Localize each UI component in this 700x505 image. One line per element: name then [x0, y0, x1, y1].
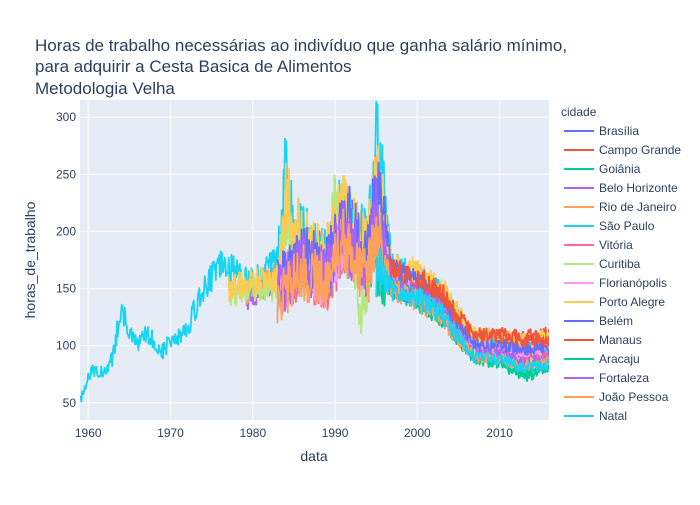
- x-axis-title: data: [300, 448, 327, 464]
- legend-label: Goiânia: [599, 162, 641, 176]
- series-line: [375, 248, 549, 374]
- legend-label: João Pessoa: [599, 390, 669, 404]
- legend-label: Campo Grande: [599, 143, 681, 157]
- x-tick-label: 1970: [157, 426, 184, 440]
- legend-item[interactable]: Manaus: [564, 333, 642, 347]
- y-tick-label: 150: [56, 282, 76, 296]
- legend-label: Brasília: [599, 124, 639, 138]
- legend-label: Manaus: [599, 333, 642, 347]
- x-tick-label: 2010: [486, 426, 513, 440]
- x-tick-label: 1990: [322, 426, 349, 440]
- legend-item[interactable]: Aracaju: [564, 352, 640, 366]
- y-tick-label: 250: [56, 167, 76, 181]
- legend-label: Porto Alegre: [599, 295, 665, 309]
- chart-title: Horas de trabalho necessárias ao indivíd…: [35, 36, 567, 98]
- legend-label: Fortaleza: [599, 371, 649, 385]
- legend-item[interactable]: Campo Grande: [564, 143, 681, 157]
- legend-item[interactable]: Florianópolis: [564, 276, 667, 290]
- legend-items: Brasília Campo Grande Goiânia Belo Horizont…: [564, 124, 681, 423]
- y-axis-ticks: 50 100 150 200 250 300: [56, 110, 76, 410]
- y-axis-title: horas_de_trabalho: [22, 201, 38, 318]
- legend-label: Rio de Janeiro: [599, 200, 677, 214]
- chart-title-line-2: para adquirir a Cesta Basica de Alimento…: [35, 57, 352, 76]
- legend-label: Aracaju: [599, 352, 640, 366]
- legend-item[interactable]: São Paulo: [564, 219, 655, 233]
- y-tick-label: 50: [63, 396, 77, 410]
- legend-label: Curitiba: [599, 257, 641, 271]
- legend-label: Florianópolis: [599, 276, 667, 290]
- legend-item[interactable]: Goiânia: [564, 162, 641, 176]
- legend-item[interactable]: Rio de Janeiro: [564, 200, 677, 214]
- x-axis-ticks: 1960 1970 1980 1990 2000 2010: [75, 426, 513, 440]
- series-line: [375, 224, 549, 348]
- y-tick-label: 200: [56, 224, 76, 238]
- x-tick-label: 2000: [404, 426, 431, 440]
- y-tick-label: 100: [56, 339, 76, 353]
- chart-title-line-3: Metodologia Velha: [35, 79, 175, 98]
- legend-label: Natal: [599, 409, 627, 423]
- legend-title: cidade: [561, 105, 597, 119]
- series-lines: [80, 100, 549, 403]
- legend-item[interactable]: Brasília: [564, 124, 639, 138]
- y-tick-label: 300: [56, 110, 76, 124]
- legend-item[interactable]: Belém: [564, 314, 633, 328]
- legend-item[interactable]: Belo Horizonte: [564, 181, 678, 195]
- legend-item[interactable]: Curitiba: [564, 257, 641, 271]
- legend-item[interactable]: João Pessoa: [564, 390, 669, 404]
- legend-label: Belo Horizonte: [599, 181, 678, 195]
- legend-item[interactable]: Fortaleza: [564, 371, 649, 385]
- legend-label: São Paulo: [599, 219, 655, 233]
- x-tick-label: 1960: [75, 426, 102, 440]
- legend-item[interactable]: Porto Alegre: [564, 295, 665, 309]
- legend-item[interactable]: Natal: [564, 409, 627, 423]
- legend: cidade Brasília Campo Grande Goiânia Belo H…: [561, 105, 681, 423]
- legend-label: Belém: [599, 314, 633, 328]
- chart-title-line-1: Horas de trabalho necessárias ao indivíd…: [35, 36, 567, 55]
- x-tick-label: 1980: [239, 426, 266, 440]
- legend-item[interactable]: Vitória: [564, 238, 633, 252]
- legend-label: Vitória: [599, 238, 633, 252]
